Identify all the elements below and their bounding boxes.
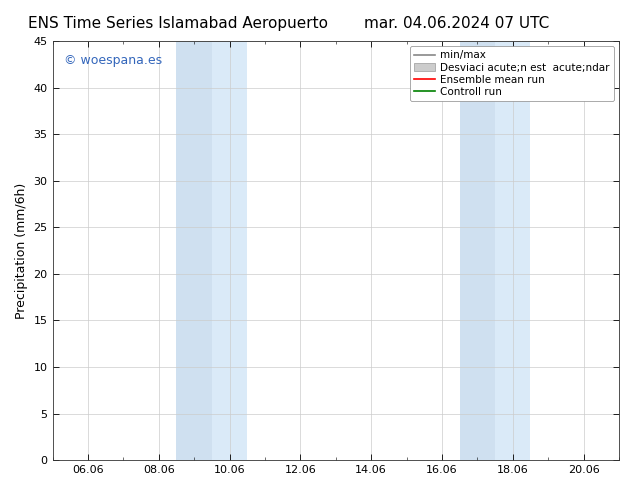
Text: mar. 04.06.2024 07 UTC: mar. 04.06.2024 07 UTC [364, 16, 549, 31]
Bar [460, 41, 495, 460]
Text: © woespana.es: © woespana.es [64, 53, 162, 67]
Bar [495, 41, 531, 460]
Text: ENS Time Series Islamabad Aeropuerto: ENS Time Series Islamabad Aeropuerto [27, 16, 328, 31]
Bar [212, 41, 247, 460]
Legend: min/max, Desviaci acute;n est  acute;ndar, Ensemble mean run, Controll run: min/max, Desviaci acute;n est acute;ndar… [410, 46, 614, 101]
Y-axis label: Precipitation (mm/6h): Precipitation (mm/6h) [15, 182, 28, 318]
Bar [176, 41, 212, 460]
